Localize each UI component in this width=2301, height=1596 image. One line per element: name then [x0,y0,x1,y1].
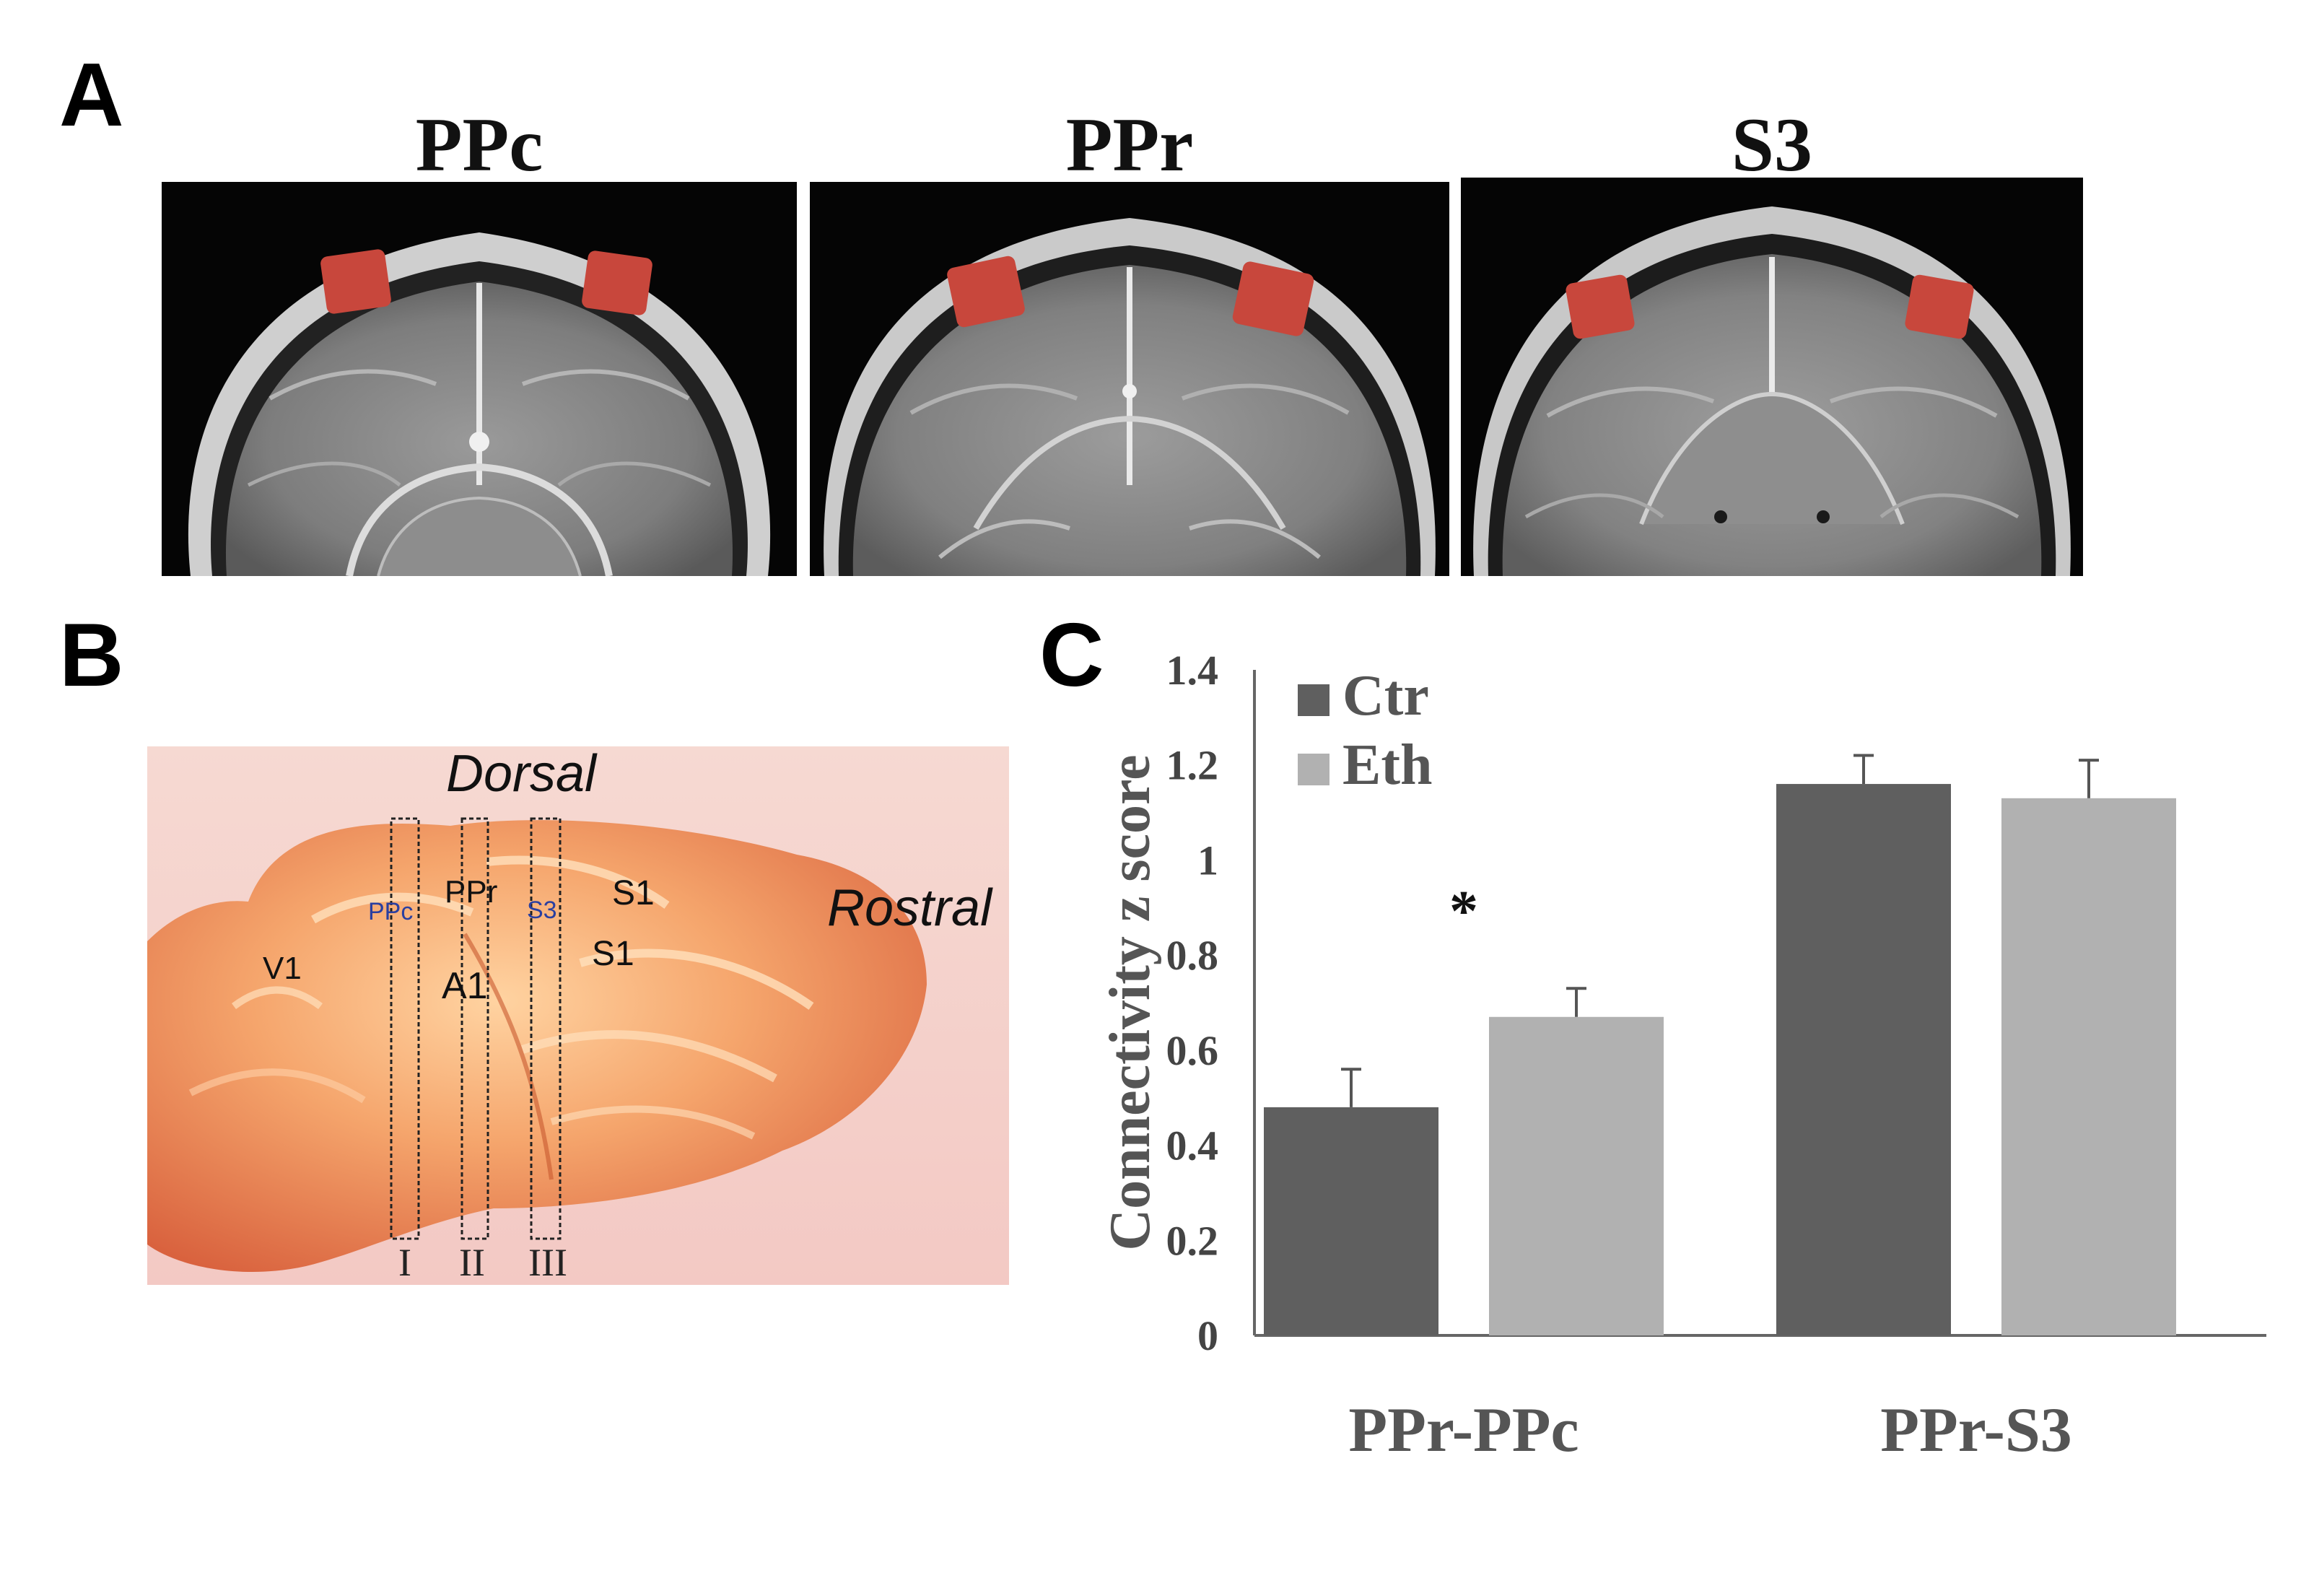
roi-left-ppr [947,256,1025,328]
legend-label-ctr: Ctr [1342,664,1429,728]
connectivity-bar-chart: 0 0.2 0.4 0.6 0.8 1 1.2 1.4 Connectivity z score… [1068,614,2301,1516]
section-label-iii: III [528,1241,567,1284]
mri-slice-ppc [162,182,797,576]
panel-letter-a: A [59,45,124,145]
y-tick-label: 1.2 [1166,742,1219,789]
y-tick-label: 0.6 [1166,1027,1219,1074]
section-box-ii [460,817,489,1240]
bar-eth-ppr-ppc [1489,1016,1664,1335]
mri-title-ppr: PPr [1065,103,1194,187]
roi-left-s3 [1566,274,1635,339]
label-s3: S3 [527,897,557,924]
label-rostral: Rostral [827,879,992,937]
y-tick-label: 0.4 [1166,1122,1219,1169]
mri-slice-s3 [1461,178,2083,576]
mri-title-s3: S3 [1732,103,1812,187]
roi-right-s3 [1905,274,1974,339]
label-s1-lower: S1 [592,935,634,973]
label-ppc: PPc [368,898,414,925]
label-v1: V1 [263,951,302,986]
mri-slice-ppr [810,182,1449,576]
y-tick-label: 0.2 [1166,1217,1219,1264]
bar-ctr-ppr-ppc [1264,1107,1438,1335]
brain-photograph [147,746,1009,1285]
roi-left-ppc [320,249,391,314]
legend-swatch-ctr [1298,684,1329,716]
y-tick-label: 1 [1197,837,1218,884]
section-box-iii [530,817,562,1240]
x-category-label: PPr-S3 [1880,1395,2072,1465]
y-tick-label: 1.4 [1166,647,1219,694]
mri-title-ppc: PPc [415,103,543,187]
roi-right-ppr [1232,261,1314,336]
label-s1-upper: S1 [612,874,655,912]
label-dorsal: Dorsal [446,745,597,803]
bar-ctr-ppr-s3 [1776,784,1951,1335]
x-category-label: PPr-PPc [1348,1395,1579,1465]
y-tick-label: 0.8 [1166,932,1219,979]
y-tick-label: 0 [1197,1312,1218,1359]
section-label-ii: II [459,1241,485,1284]
legend-label-eth: Eth [1342,733,1433,797]
bar-eth-ppr-s3 [2001,798,2176,1335]
label-ppr: PPr [445,874,498,910]
roi-right-ppc [582,250,652,315]
panel-letter-b: B [59,606,124,705]
section-label-i: I [398,1241,411,1284]
label-a1: A1 [442,965,488,1007]
significance-star: * [1449,880,1478,943]
legend-swatch-eth [1298,754,1329,785]
y-axis-title: Connectivity z score [1099,754,1162,1250]
panel-letter-c: C [1039,606,1104,705]
